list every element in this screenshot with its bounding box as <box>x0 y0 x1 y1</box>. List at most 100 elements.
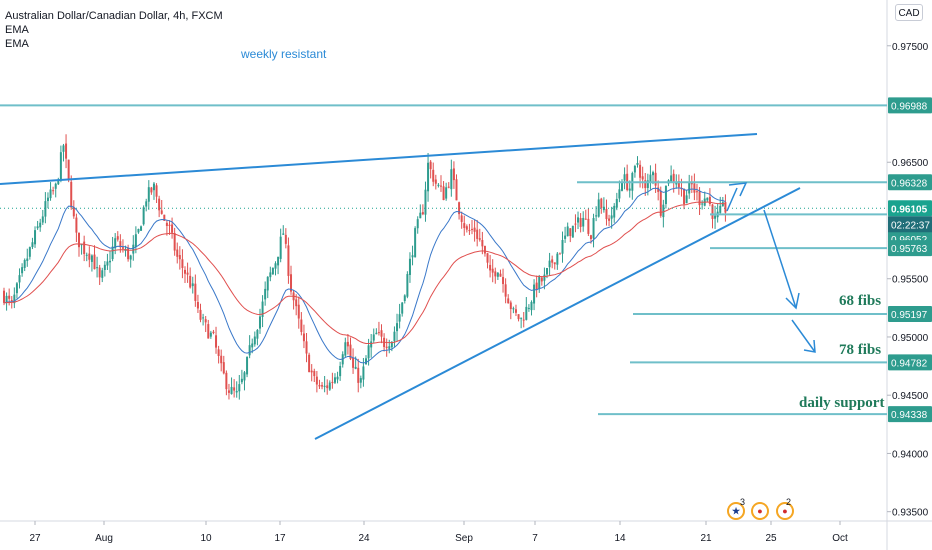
candle-down <box>98 267 101 278</box>
candle-down <box>72 207 75 217</box>
candle-down <box>509 302 512 310</box>
candle-down <box>83 241 86 254</box>
projection-arrow-down-2-head[interactable] <box>803 339 816 353</box>
candle-up <box>18 275 21 283</box>
candle-up <box>46 197 49 202</box>
candle-up <box>49 189 52 199</box>
currency-button[interactable]: CAD <box>895 4 923 21</box>
candle-up <box>561 240 564 254</box>
candle-down <box>476 229 479 239</box>
candle-down <box>308 354 311 373</box>
ema-indicator-1[interactable]: EMA <box>5 24 29 36</box>
candle-up <box>406 274 409 297</box>
candle-up <box>152 183 155 191</box>
candle-up <box>571 225 574 238</box>
symbol-title[interactable]: Australian Dollar/Canadian Dollar, 4h, F… <box>5 10 223 22</box>
candle-down <box>385 346 388 348</box>
candle-down <box>540 277 543 282</box>
candle-down <box>724 202 727 213</box>
candle-up <box>235 390 238 393</box>
candle-up <box>564 235 567 239</box>
candle-up <box>652 172 655 176</box>
countdown-label: 02:22:37 <box>891 220 930 231</box>
trend-line-upper[interactable] <box>0 133 758 185</box>
candle-down <box>321 385 324 387</box>
trend-line-lower[interactable] <box>314 187 801 440</box>
price-tick-label-5: 0.94000 <box>892 449 929 460</box>
candle-down <box>460 215 463 222</box>
candle-up <box>230 386 233 395</box>
ema-indicator-2[interactable]: EMA <box>5 38 29 50</box>
candle-down <box>517 314 520 320</box>
candle-down <box>504 284 507 297</box>
candle-up <box>145 201 148 207</box>
candle-down <box>227 390 230 393</box>
projection-arrow-down-2[interactable] <box>791 319 816 353</box>
annotation-daily-support: daily support <box>799 395 884 411</box>
candle-down <box>683 188 686 205</box>
candle-up <box>26 258 29 261</box>
candle-up <box>416 219 419 229</box>
time-tick-label-9: 25 <box>765 533 777 544</box>
candle-down <box>290 274 293 292</box>
price-label-bg-2 <box>888 200 932 217</box>
candle-up <box>610 215 613 219</box>
candle-down <box>693 183 696 193</box>
candle-up <box>636 162 639 165</box>
candle-up <box>403 295 406 301</box>
candle-up <box>646 180 649 188</box>
projection-arrow-up[interactable] <box>726 187 738 212</box>
candle-down <box>644 180 647 189</box>
event-flag-ca-icon[interactable]: ● <box>751 502 769 520</box>
event-flag-ca-icon-2[interactable]: ● <box>776 502 794 520</box>
candle-up <box>685 195 688 204</box>
time-tick-label-6: 7 <box>532 533 538 544</box>
candle-down <box>65 143 68 159</box>
price-label-bg-6 <box>888 354 932 371</box>
projection-arrow-up-head[interactable] <box>728 182 748 197</box>
candle-up <box>256 329 259 339</box>
time-tick-label-5: Sep <box>455 533 473 544</box>
candle-up <box>670 175 673 182</box>
projection-arrow-down-1-head[interactable] <box>785 292 800 310</box>
candle-up <box>393 331 396 342</box>
candle-up <box>388 346 391 349</box>
candle-up <box>261 301 264 317</box>
price-tick-label-0: 0.97500 <box>892 42 929 53</box>
candle-down <box>711 204 714 219</box>
candle-down <box>67 159 70 180</box>
candle-down <box>171 224 174 233</box>
candle-up <box>566 226 569 237</box>
candle-up <box>85 254 88 256</box>
candle-down <box>494 271 497 277</box>
candle-down <box>233 387 236 391</box>
candle-up <box>633 165 636 173</box>
candle-down <box>352 357 355 368</box>
candle-up <box>251 343 254 348</box>
price-label-2: 0.96105 <box>891 204 928 215</box>
candle-up <box>602 206 605 211</box>
candle-down <box>150 187 153 193</box>
candle-up <box>701 203 704 205</box>
candle-up <box>401 302 404 314</box>
candle-up <box>238 384 241 392</box>
candle-up <box>628 188 631 191</box>
candle-up <box>688 182 691 194</box>
candle-down <box>284 234 287 244</box>
candle-up <box>202 317 205 319</box>
candle-up <box>396 323 399 332</box>
candle-up <box>597 199 600 217</box>
candle-down <box>189 275 192 288</box>
projection-arrow-down-1[interactable] <box>763 209 797 309</box>
candle-up <box>359 378 362 383</box>
candle-down <box>121 247 124 249</box>
time-tick-label-10: Oct <box>832 533 848 544</box>
event-flag-au-icon[interactable]: ★ <box>727 502 745 520</box>
candle-up <box>140 226 143 231</box>
candle-up <box>209 332 212 337</box>
candle-up <box>365 358 367 365</box>
candle-up <box>279 236 282 259</box>
candle-up <box>546 267 548 275</box>
